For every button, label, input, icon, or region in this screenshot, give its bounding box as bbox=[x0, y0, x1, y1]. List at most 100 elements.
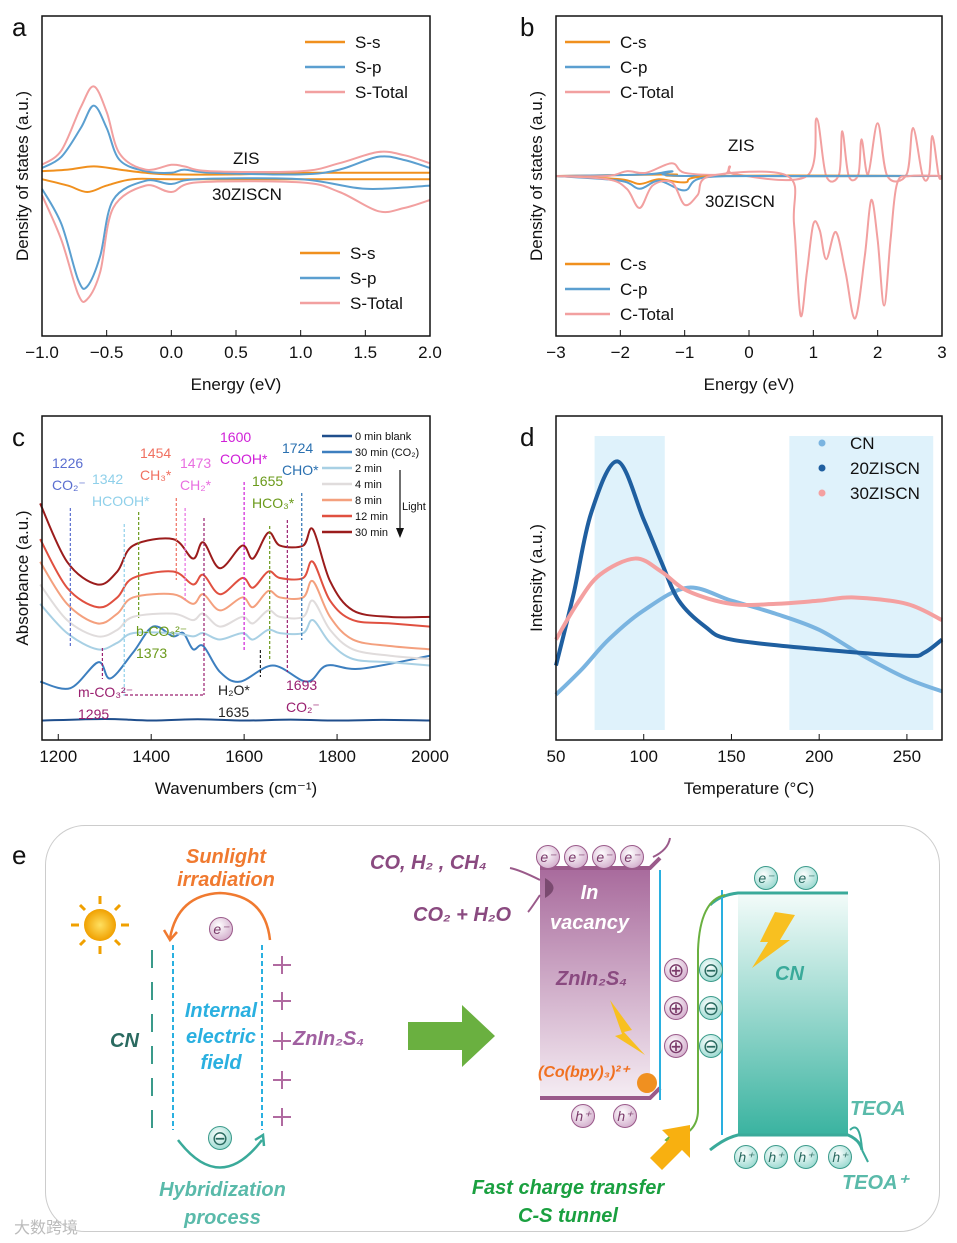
annotation-label: 1724 bbox=[282, 440, 313, 456]
electron-icon: e⁻ bbox=[620, 845, 644, 869]
annotation-label: 1473 bbox=[180, 455, 211, 471]
annotation-label: 1373 bbox=[136, 645, 167, 661]
legend-bottom-label: S-Total bbox=[350, 294, 403, 313]
sun-icon bbox=[71, 896, 129, 954]
products-label: CO, H₂ , CH₄ bbox=[370, 852, 487, 874]
diagram-frame bbox=[45, 825, 940, 1232]
light-label: Light bbox=[402, 501, 426, 513]
reactants-label: CO₂ + H₂O bbox=[413, 904, 512, 926]
annotation-label: 1226 bbox=[52, 455, 83, 471]
hole-icon: h⁺ bbox=[571, 1104, 595, 1128]
lightning-icon-cn bbox=[752, 912, 795, 968]
minus-charge-icon: ⊖ bbox=[699, 958, 723, 982]
electron-icon: e⁻ bbox=[794, 866, 818, 890]
annotation-label: CO₂⁻ bbox=[52, 477, 86, 493]
electron-icon: e⁻ bbox=[536, 845, 560, 869]
x-tick-label: 2 bbox=[873, 343, 882, 362]
x-tick-label: 0 bbox=[744, 343, 753, 362]
annotation-label: HCO₃* bbox=[252, 495, 295, 511]
x-tick-label: −1.0 bbox=[25, 343, 59, 362]
series-s-p bbox=[41, 104, 431, 176]
panel-label-c: c bbox=[12, 422, 25, 452]
y-axis-label: Absorbance (a.u.) bbox=[13, 510, 32, 645]
annotation-label: m-CO₃²⁻ bbox=[78, 684, 133, 700]
hole-icon: h⁺ bbox=[734, 1145, 758, 1169]
annotation-label: 1454 bbox=[140, 445, 171, 461]
x-tick-label: 1200 bbox=[39, 747, 77, 766]
x-axis-label: Temperature (°C) bbox=[684, 779, 815, 798]
internal-electric-field-label: Internal electric field bbox=[184, 1000, 258, 1074]
cn-label-left: CN bbox=[110, 1030, 139, 1052]
annotation-label: 1655 bbox=[252, 473, 283, 489]
x-tick-label: 1600 bbox=[225, 747, 263, 766]
legend-marker bbox=[818, 439, 826, 447]
legend-top-label: C-s bbox=[620, 33, 646, 52]
znins-label-left: ZnIn₂S₄ bbox=[293, 1028, 365, 1050]
legend-label: 4 min bbox=[355, 479, 382, 491]
plot-frame bbox=[555, 415, 943, 741]
x-tick-label: 0.0 bbox=[160, 343, 184, 362]
minus-charge-icon: ⊖ bbox=[699, 1034, 723, 1058]
x-tick-label: 1400 bbox=[132, 747, 170, 766]
y-axis-label: Intensity (a.u.) bbox=[527, 524, 546, 632]
in-vacancy-label: In vacancy bbox=[550, 882, 629, 934]
legend-label: 0 min blank bbox=[355, 431, 412, 443]
annotation-label: 1635 bbox=[218, 704, 249, 720]
label-30ziscn: 30ZISCN bbox=[705, 192, 775, 211]
label-30ziscn: 30ZISCN bbox=[212, 185, 282, 204]
annotation-label: HCOOH* bbox=[92, 493, 150, 509]
x-tick-label: 1 bbox=[809, 343, 818, 362]
legend-top-label: S-Total bbox=[355, 83, 408, 102]
legend-label: 12 min bbox=[355, 511, 388, 523]
cn-label-right: CN bbox=[775, 963, 804, 985]
annotation-label: CO₂⁻ bbox=[286, 699, 320, 715]
annotation-label: 1295 bbox=[78, 706, 109, 722]
legend-label: 30ZISCN bbox=[850, 484, 920, 503]
series-30-min-co- bbox=[39, 625, 431, 690]
annotation-label: CH₃* bbox=[140, 467, 172, 483]
znins-label-right: ZnIn₂S₄ bbox=[556, 968, 628, 990]
legend-top-label: C-p bbox=[620, 58, 647, 77]
legend-top-label: C-Total bbox=[620, 83, 674, 102]
panel-label-a: a bbox=[12, 12, 27, 42]
electron-icon: e⁻ bbox=[592, 845, 616, 869]
series-30ziscn bbox=[554, 556, 943, 641]
x-tick-label: 1.0 bbox=[289, 343, 313, 362]
teoa-plus-label: TEOA⁺ bbox=[842, 1172, 909, 1194]
x-tick-label: −1 bbox=[675, 343, 694, 362]
series-c-total bbox=[555, 170, 943, 320]
series-s-total bbox=[41, 85, 431, 174]
legend-label: 20ZISCN bbox=[850, 459, 920, 478]
x-tick-label: −2 bbox=[611, 343, 630, 362]
legend-bottom-label: C-s bbox=[620, 255, 646, 274]
label-zis: ZIS bbox=[233, 149, 259, 168]
orange-arrow-icon bbox=[650, 1125, 690, 1170]
label-zis: ZIS bbox=[728, 136, 754, 155]
series-0-min-blank bbox=[41, 717, 431, 722]
annotation-label: COOH* bbox=[220, 451, 268, 467]
series-8-min bbox=[39, 561, 431, 651]
x-tick-label: 200 bbox=[805, 747, 833, 766]
cobpy-label: (Co(bpy)₃)²⁺ bbox=[538, 1064, 630, 1081]
legend-bottom-label: S-s bbox=[350, 244, 376, 263]
electron-icon: e⁻ bbox=[754, 866, 778, 890]
x-tick-label: 1.5 bbox=[354, 343, 378, 362]
electron-icon: e⁻ bbox=[209, 917, 233, 941]
series-4-min bbox=[39, 583, 431, 660]
annotation-label: H₂O* bbox=[218, 682, 250, 698]
plus-charges bbox=[273, 956, 291, 1126]
plot-frame bbox=[41, 415, 431, 741]
hybridization-arrow bbox=[177, 1139, 263, 1169]
carbon-nitride-slab bbox=[738, 895, 848, 1135]
series-c-p bbox=[555, 174, 943, 192]
x-axis-label: Wavenumbers (cm⁻¹) bbox=[155, 779, 317, 798]
panel-label-e: e bbox=[12, 840, 27, 870]
x-tick-label: 150 bbox=[717, 747, 745, 766]
x-tick-label: −0.5 bbox=[90, 343, 124, 362]
legend-label: CN bbox=[850, 434, 875, 453]
light-arrow-head bbox=[396, 528, 404, 538]
series-s-p bbox=[41, 177, 431, 290]
lightning-icon bbox=[610, 1000, 645, 1055]
hole-icon: h⁺ bbox=[613, 1104, 637, 1128]
